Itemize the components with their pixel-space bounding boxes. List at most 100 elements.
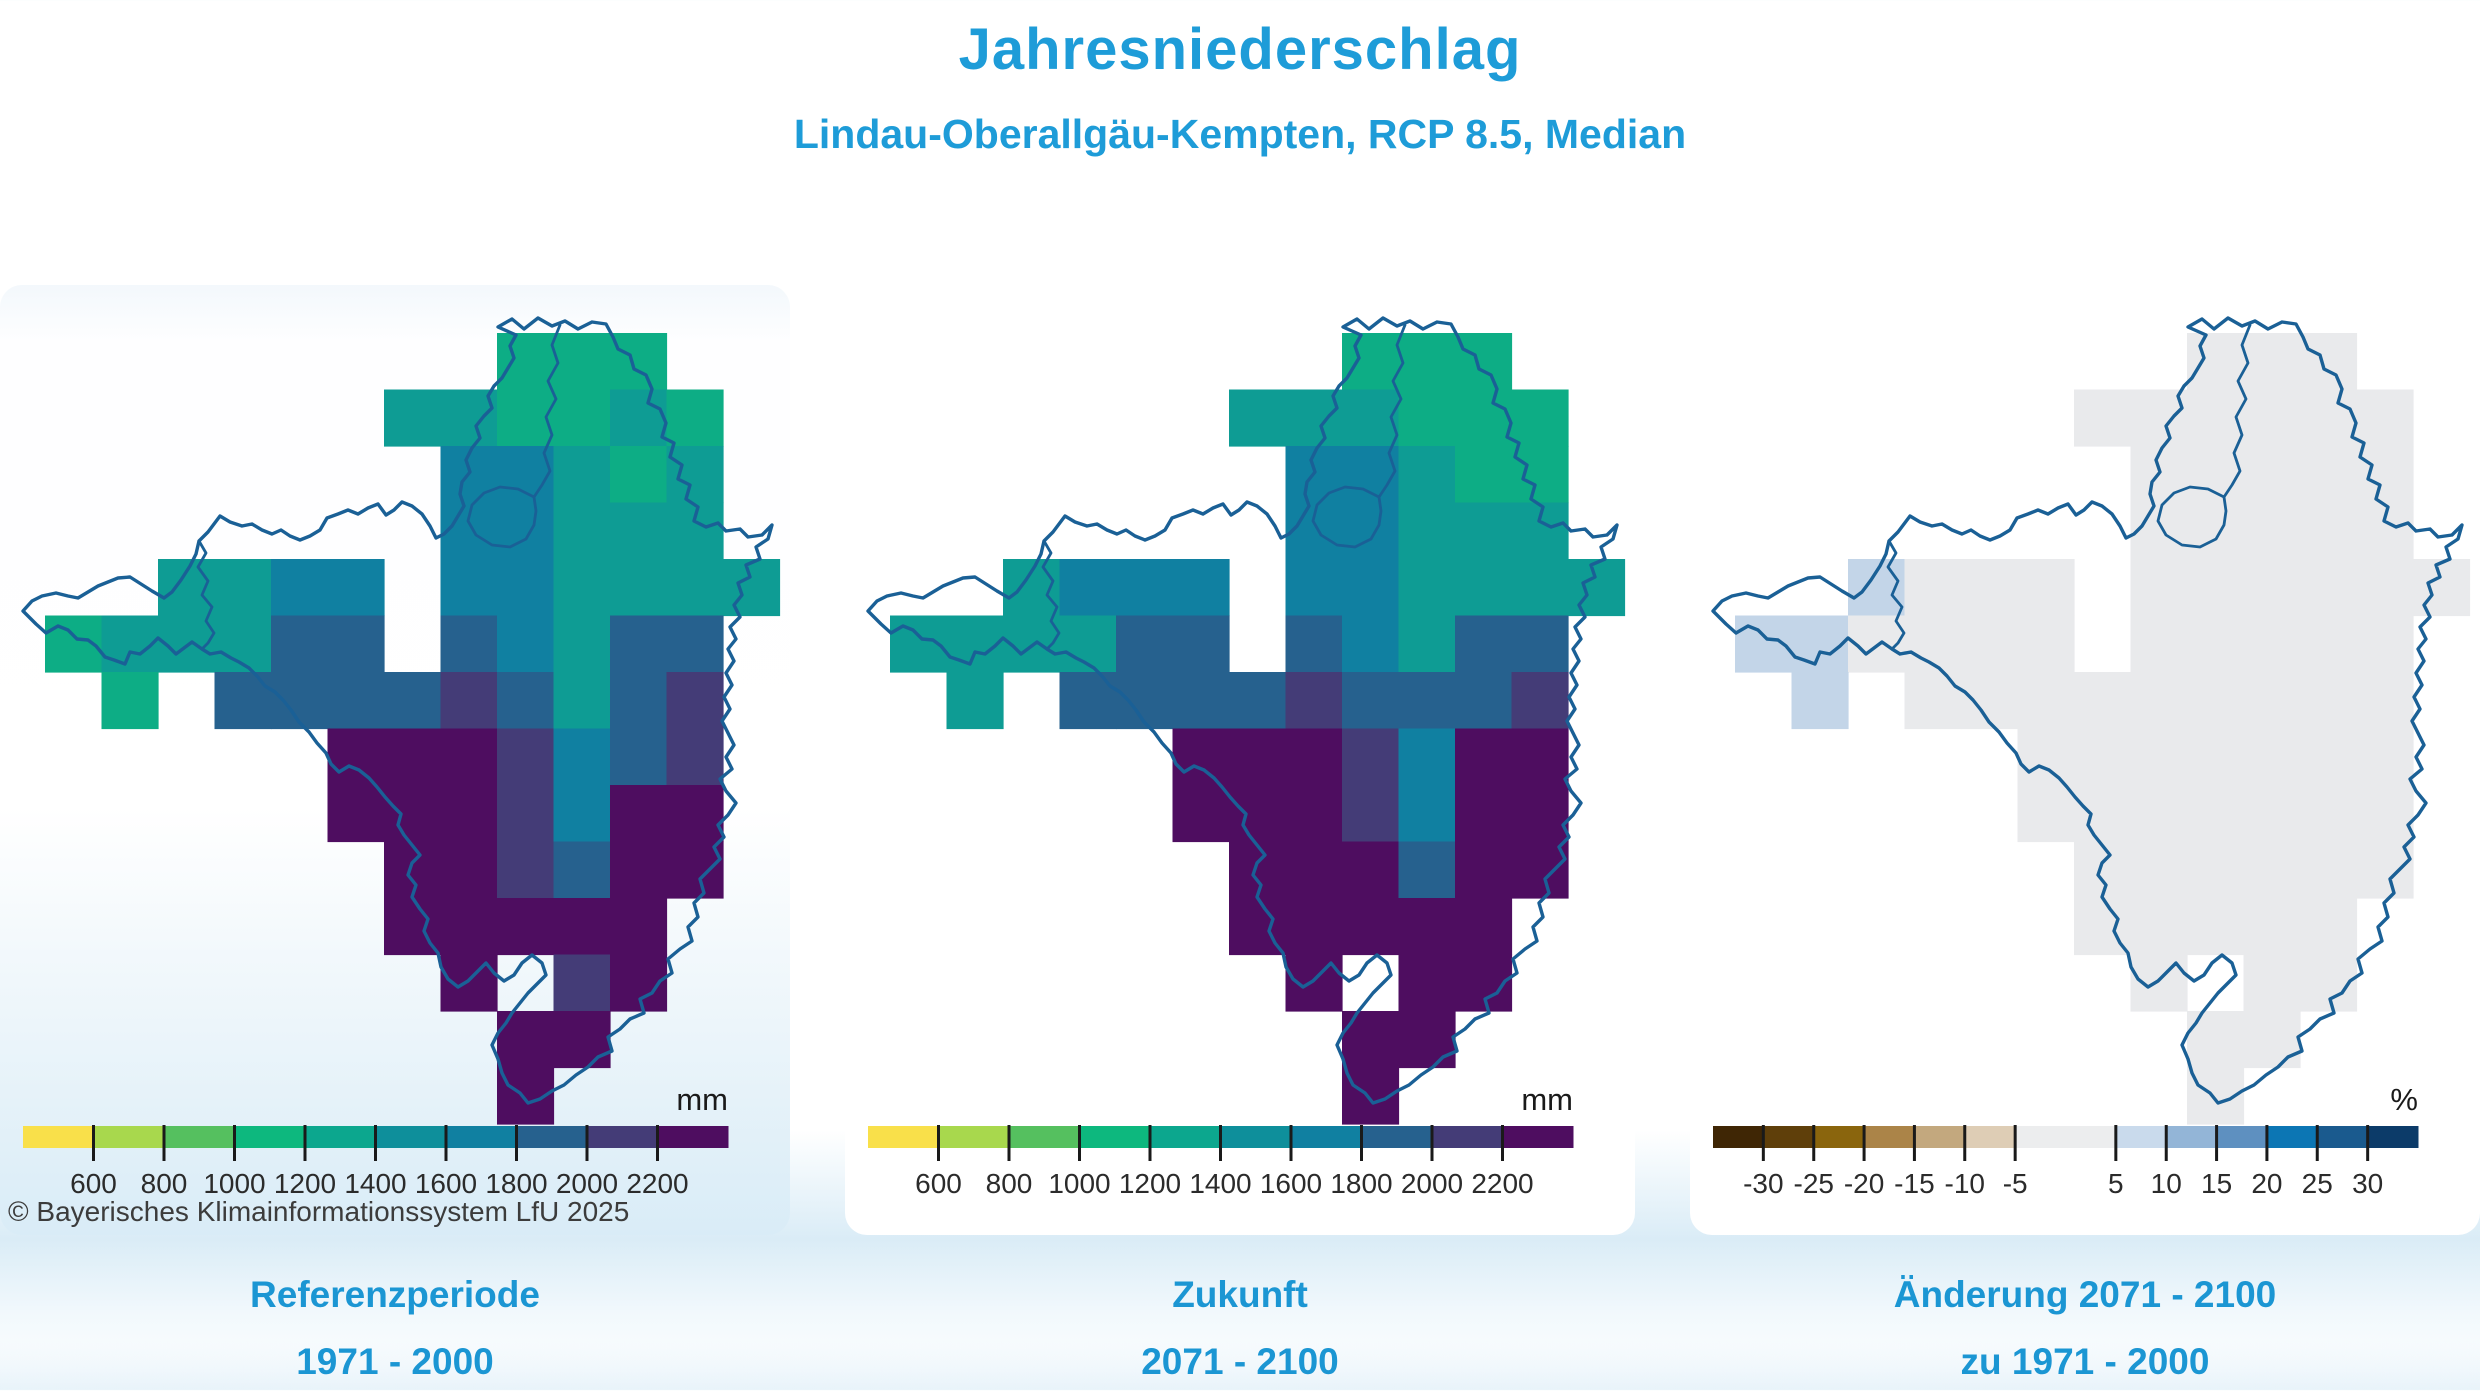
map-cell [1398,672,1456,730]
map-cell [440,785,498,843]
colorbar-segment [1713,1126,1764,1148]
map-cell [1342,502,1400,560]
map-cell [1398,333,1456,391]
map-cell [610,446,668,504]
map-cell [2074,389,2132,447]
map-cell [440,728,498,786]
map-cell [553,559,611,617]
map-cell [384,841,442,899]
caption-reference: Referenzperiode 1971 - 2000 [0,1262,790,1395]
map-svg-future: 600 800 1000 1200 1400 1600 1800 2000 2200 mm [866,316,1626,1199]
colorbar-segment [2266,1126,2318,1148]
map-cell [610,502,668,560]
colorbar-segment [1291,1126,1362,1148]
map-cell [2130,615,2188,673]
colorbar-segment [2367,1126,2419,1148]
map-cell [666,841,724,899]
map-cell [2300,502,2358,560]
map-cell [2074,728,2132,786]
map-cell [1961,672,2019,730]
colorbar-tick-label: -20 [1844,1168,1884,1199]
map-cell [384,785,442,843]
map-cell [553,389,611,447]
map-cell [497,502,555,560]
map-cell [2300,446,2358,504]
map-cell [1511,672,1569,730]
map-cell [553,841,611,899]
map-cell [327,559,385,617]
map-cell [327,672,385,730]
caption-reference-line2: 1971 - 2000 [296,1340,494,1382]
colorbar-tick-label: 600 [70,1168,117,1199]
map-cell [440,841,498,899]
map-cell [327,728,385,786]
map-cell [497,785,555,843]
map-cell [1398,954,1456,1012]
district-boundary-inner_kempten [2156,485,2228,549]
map-cell [666,502,724,560]
district-boundary-inner_north [1377,323,1407,499]
map-cell [2187,559,2245,617]
map-cell [2356,785,2414,843]
map-cell [1172,785,1230,843]
district-boundary-outer [1711,316,2464,1105]
colorbar-tick-label: 1800 [1330,1168,1392,1199]
map-cell [2243,559,2301,617]
map-cell [553,954,611,1012]
district-boundary-inner_lindau [196,539,216,651]
map-cell [2243,728,2301,786]
map-svg-change: -30 -25 -20 -15 -10 -5 5 10 15 20 25 30% [1711,316,2471,1199]
colorbar-tick-label: 1800 [485,1168,547,1199]
map-cell [327,785,385,843]
map-cell [610,672,668,730]
map-cell [497,1011,555,1069]
map-cell [553,785,611,843]
map-cell [2074,841,2132,899]
map-cell [1455,898,1513,956]
map-cell [2187,898,2245,956]
map-cell [271,615,329,673]
map-cell [553,672,611,730]
map-cell [2356,559,2414,617]
map-cell [553,333,611,391]
map-cell [2300,389,2358,447]
colorbar-tick-label: 600 [915,1168,962,1199]
colorbar-tick-label: 15 [2201,1168,2232,1199]
map-cell [2356,615,2414,673]
map-cell [1511,785,1569,843]
colorbar-tick-label: 2200 [626,1168,688,1199]
map-cell [1398,841,1456,899]
map-cell [2187,502,2245,560]
map-cell [384,728,442,786]
map-cell [271,672,329,730]
map-cell [440,672,498,730]
district-boundary-outer [866,316,1619,1105]
colorbar-segment [93,1126,165,1148]
map-cell [1342,389,1400,447]
map-cell [2187,785,2245,843]
map-svg-reference: 600 800 1000 1200 1400 1600 1800 2000 2200 mm © Ba… [8,316,781,1227]
map-cell [2300,672,2358,730]
map-cell [666,672,724,730]
district-boundary-inner_lindau [1041,539,1061,651]
map-cell [553,615,611,673]
district-boundary-inner_lindau [1886,539,1906,651]
colorbar-segment [1502,1126,1574,1148]
map-cell [1285,615,1343,673]
colorbar-tick-label: 1000 [1048,1168,1110,1199]
map-cell [1285,841,1343,899]
map-cell [1398,728,1456,786]
map-cell [2300,898,2358,956]
map-cell [1398,898,1456,956]
map-cell [1116,672,1174,730]
map-cell [1904,672,1962,730]
colorbar-tick-label: -15 [1894,1168,1934,1199]
caption-future: Zukunft 2071 - 2100 [845,1262,1635,1395]
map-cell [666,785,724,843]
map-cell [2356,389,2414,447]
colorbar-tick-label: 1400 [344,1168,406,1199]
map-cell [1285,728,1343,786]
map-cell [1172,728,1230,786]
colorbar-segment [868,1126,939,1148]
colorbar-tick-label: 2000 [556,1168,618,1199]
